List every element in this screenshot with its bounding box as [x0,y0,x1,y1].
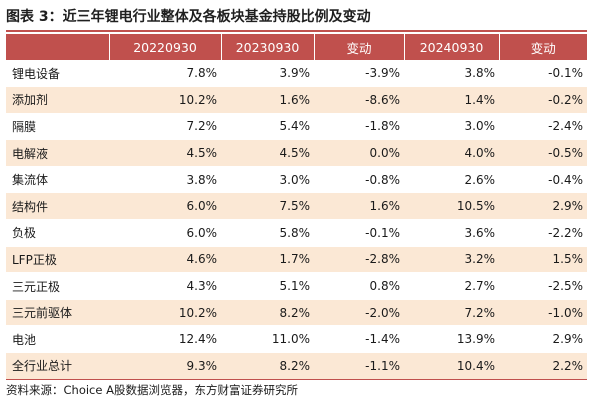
table-cell: 10.4% [404,352,499,380]
table-cell: -2.2% [499,219,587,247]
table-cell: -0.4% [499,166,587,194]
table-row: LFP正极 4.6% 1.7% -2.8% 3.2% 1.5% [6,246,587,274]
table-cell: -1.1% [314,352,404,380]
table-cell: 8.2% [221,352,314,380]
table-cell: 1.7% [221,246,314,274]
row-label: 隔膜 [6,113,109,141]
table-row: 隔膜 7.2% 5.4% -1.8% 3.0% -2.4% [6,113,587,141]
table-cell: 2.6% [404,166,499,194]
table-cell: 9.3% [109,352,221,380]
table-cell: -1.8% [314,113,404,141]
column-header: 20240930 [403,34,499,60]
table-cell: 5.1% [221,272,314,300]
table-cell: 10.5% [404,192,499,221]
column-header: 变动 [498,34,587,60]
table-cell: -3.9% [314,60,404,88]
table-cell: 4.0% [404,139,499,167]
table-cell: 7.8% [109,60,221,88]
row-label: 锂电设备 [6,60,109,88]
table-cell: -2.0% [314,299,404,327]
row-label: 三元前驱体 [6,299,109,327]
table-header-row: 20220930 20230930 变动 20240930 变动 [6,34,587,60]
table-cell: 3.8% [109,166,221,194]
table-cell: 4.6% [109,246,221,274]
table-cell: 1.6% [314,192,404,221]
table-cell: 3.8% [404,60,499,88]
table-cell: 3.2% [404,246,499,274]
title-divider [6,30,587,32]
row-label: 全行业总计 [6,352,109,380]
table-row: 电池 12.4% 11.0% -1.4% 13.9% 2.9% [6,325,587,354]
table-cell: 0.0% [314,139,404,167]
row-label: 三元正极 [6,272,109,300]
table-cell: 3.0% [404,113,499,141]
table-cell: -2.4% [499,113,587,141]
table-cell: 12.4% [109,325,221,354]
table-cell: 1.5% [499,246,587,274]
table-cell: -0.1% [499,60,587,88]
table-cell: 4.5% [109,139,221,167]
table-cell: 5.8% [221,219,314,247]
row-label: 负极 [6,219,109,247]
table-cell: 10.2% [109,86,221,114]
table-cell: 2.2% [499,352,587,380]
row-label: 电解液 [6,139,109,167]
table-cell: -0.5% [499,139,587,167]
table-cell: 0.8% [314,272,404,300]
column-header: 20220930 [108,34,221,60]
table-cell: 7.2% [404,299,499,327]
table-cell: 4.3% [109,272,221,300]
table-row: 三元正极 4.3% 5.1% 0.8% 2.7% -2.5% [6,272,587,300]
table-cell: 6.0% [109,192,221,221]
table-row: 添加剂 10.2% 1.6% -8.6% 1.4% -0.2% [6,86,587,114]
table-row: 结构件 6.0% 7.5% 1.6% 10.5% 2.9% [6,192,587,221]
table-cell: 5.4% [221,113,314,141]
table-cell: -1.4% [314,325,404,354]
table-cell: 7.5% [221,192,314,221]
table-cell: 6.0% [109,219,221,247]
table-cell: -2.8% [314,246,404,274]
table-cell: 1.6% [221,86,314,114]
table-cell: 3.0% [221,166,314,194]
table-cell: 1.4% [404,86,499,114]
table-row: 电解液 4.5% 4.5% 0.0% 4.0% -0.5% [6,139,587,167]
row-label: LFP正极 [6,246,109,274]
table-cell: -1.0% [499,299,587,327]
table-cell: -0.8% [314,166,404,194]
column-header: 变动 [313,34,404,60]
table-cell: 11.0% [221,325,314,354]
table-cell: 8.2% [221,299,314,327]
table-cell: 2.9% [499,192,587,221]
table-cell: 13.9% [404,325,499,354]
table-cell: 3.6% [404,219,499,247]
source-note: 资料来源：Choice A股数据浏览器，东方财富证券研究所 [6,383,298,397]
row-label: 添加剂 [6,86,109,114]
table-cell: 2.9% [499,325,587,354]
table-cell: -0.2% [499,86,587,114]
table-cell: 7.2% [109,113,221,141]
table-cell: -8.6% [314,86,404,114]
table-cell: 4.5% [221,139,314,167]
table-row: 负极 6.0% 5.8% -0.1% 3.6% -2.2% [6,219,587,247]
figure-title: 图表 3：近三年锂电行业整体及各板块基金持股比例及变动 [6,9,371,25]
table-cell: -2.5% [499,272,587,300]
table-row: 集流体 3.8% 3.0% -0.8% 2.6% -0.4% [6,166,587,194]
column-header: 20230930 [220,34,314,60]
table-row: 三元前驱体 10.2% 8.2% -2.0% 7.2% -1.0% [6,299,587,327]
table-cell: 10.2% [109,299,221,327]
table-cell: 2.7% [404,272,499,300]
table-cell: -0.1% [314,219,404,247]
table-cell: 3.9% [221,60,314,88]
table-row-total: 全行业总计 9.3% 8.2% -1.1% 10.4% 2.2% [6,352,587,380]
holdings-table: 20220930 20230930 变动 20240930 变动 锂电设备 7.… [6,34,587,380]
row-label: 集流体 [6,166,109,194]
table-row: 锂电设备 7.8% 3.9% -3.9% 3.8% -0.1% [6,60,587,88]
row-label: 电池 [6,325,109,354]
row-label: 结构件 [6,192,109,221]
column-header [6,34,109,60]
